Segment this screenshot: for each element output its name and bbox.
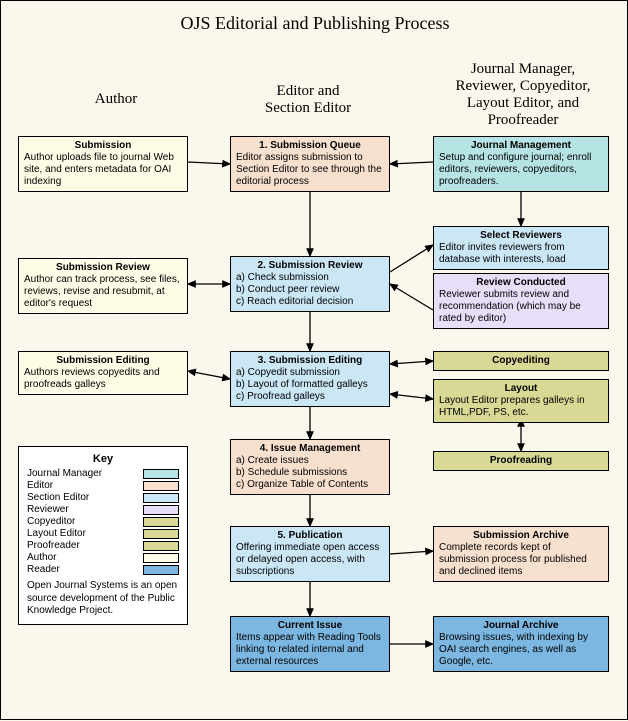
box-title: 2. Submission Review (236, 260, 384, 272)
box-body: Items appear with Reading Tools linking … (236, 632, 384, 668)
box-issueMgmt: 4. Issue Managementa) Create issues b) S… (230, 439, 390, 495)
box-body: Editor invites reviewers from database w… (439, 242, 603, 266)
col-right: Journal Manager, Reviewer, Copyeditor, L… (433, 61, 613, 129)
arrow (390, 394, 433, 399)
box-title: Proofreading (439, 455, 603, 467)
legend-row: Section Editor (27, 492, 179, 503)
legend-swatch (143, 481, 179, 491)
box-proofreading: Proofreading (433, 451, 609, 471)
box-body: a) Check submission b) Conduct peer revi… (236, 272, 384, 308)
box-body: Layout Editor prepares galleys in HTML,P… (439, 395, 603, 419)
col-editor: Editor and Section Editor (233, 83, 383, 117)
box-body: Author uploads file to journal Web site,… (24, 152, 182, 188)
arrow (390, 284, 433, 310)
box-body: a) Create issues b) Schedule submissions… (236, 455, 384, 491)
box-title: Select Reviewers (439, 230, 603, 242)
box-selectRev: Select ReviewersEditor invites reviewers… (433, 226, 609, 270)
box-subReview: 2. Submission Reviewa) Check submission … (230, 256, 390, 312)
box-subQueue: 1. Submission QueueEditor assigns submis… (230, 136, 390, 192)
box-title: 3. Submission Editing (236, 355, 384, 367)
legend-title: Key (27, 453, 179, 465)
box-title: Submission Archive (439, 530, 603, 542)
box-submission: SubmissionAuthor uploads file to journal… (18, 136, 188, 192)
legend-row: Editor (27, 480, 179, 491)
legend-swatch (143, 565, 179, 575)
box-jmgmt: Journal ManagementSetup and configure jo… (433, 136, 609, 192)
box-title: Copyediting (439, 355, 603, 367)
legend-swatch (143, 505, 179, 515)
arrow (188, 371, 230, 379)
legend-label: Copyeditor (27, 516, 75, 527)
arrow (390, 162, 433, 164)
legend-label: Reader (27, 564, 60, 575)
col-author: Author (56, 91, 176, 108)
legend: Key Journal ManagerEditorSection EditorR… (18, 446, 188, 625)
box-jArchive: Journal ArchiveBrowsing issues, with ind… (433, 616, 609, 672)
box-body: Browsing issues, with indexing by OAI se… (439, 632, 603, 668)
legend-row: Journal Manager (27, 468, 179, 479)
legend-swatch (143, 517, 179, 527)
box-title: 1. Submission Queue (236, 140, 384, 152)
arrow (390, 361, 433, 364)
box-body: Editor assigns submission to Section Edi… (236, 152, 384, 188)
box-body: Reviewer submits review and recommendati… (439, 289, 603, 325)
arrow (390, 245, 433, 272)
box-title: Current Issue (236, 620, 384, 632)
legend-label: Proofreader (27, 540, 80, 551)
legend-swatch (143, 493, 179, 503)
legend-row: Copyeditor (27, 516, 179, 527)
box-title: Layout (439, 383, 603, 395)
legend-row: Proofreader (27, 540, 179, 551)
box-publication: 5. PublicationOffering immediate open ac… (230, 526, 390, 582)
box-currentIssue: Current IssueItems appear with Reading T… (230, 616, 390, 672)
legend-label: Reviewer (27, 504, 69, 515)
legend-label: Section Editor (27, 492, 89, 503)
box-body: a) Copyedit submission b) Layout of form… (236, 367, 384, 403)
box-title: Review Conducted (439, 277, 603, 289)
box-subArchive: Submission ArchiveComplete records kept … (433, 526, 609, 582)
legend-label: Journal Manager (27, 468, 102, 479)
box-title: 4. Issue Management (236, 443, 384, 455)
box-subReviewAuthor: Submission ReviewAuthor can track proces… (18, 258, 188, 314)
legend-footer: Open Journal Systems is an open source d… (27, 580, 179, 618)
legend-row: Reader (27, 564, 179, 575)
box-body: Setup and configure journal; enroll edit… (439, 152, 603, 188)
box-title: Submission Review (24, 262, 182, 274)
legend-row: Reviewer (27, 504, 179, 515)
legend-label: Editor (27, 480, 53, 491)
box-body: Authors reviews copyedits and proofreads… (24, 367, 182, 391)
legend-label: Layout Editor (27, 528, 86, 539)
box-subEdit: 3. Submission Editinga) Copyedit submiss… (230, 351, 390, 407)
diagram-canvas: OJS Editorial and Publishing Process Aut… (0, 0, 628, 720)
box-title: 5. Publication (236, 530, 384, 542)
box-subEditAuthor: Submission EditingAuthors reviews copyed… (18, 351, 188, 395)
arrow (390, 551, 433, 554)
legend-row: Author (27, 552, 179, 563)
box-title: Journal Management (439, 140, 603, 152)
legend-swatch (143, 553, 179, 563)
box-title: Submission Editing (24, 355, 182, 367)
box-revConducted: Review ConductedReviewer submits review … (433, 273, 609, 329)
box-copyediting: Copyediting (433, 351, 609, 371)
legend-swatch (143, 529, 179, 539)
box-layout: LayoutLayout Editor prepares galleys in … (433, 379, 609, 423)
arrow (188, 162, 230, 164)
box-body: Offering immediate open access or delaye… (236, 542, 384, 578)
legend-label: Author (27, 552, 56, 563)
page-title: OJS Editorial and Publishing Process (1, 13, 628, 34)
legend-swatch (143, 469, 179, 479)
legend-row: Layout Editor (27, 528, 179, 539)
box-title: Submission (24, 140, 182, 152)
box-body: Author can track process, see files, rev… (24, 274, 182, 310)
box-body: Complete records kept of submission proc… (439, 542, 603, 578)
legend-swatch (143, 541, 179, 551)
box-title: Journal Archive (439, 620, 603, 632)
